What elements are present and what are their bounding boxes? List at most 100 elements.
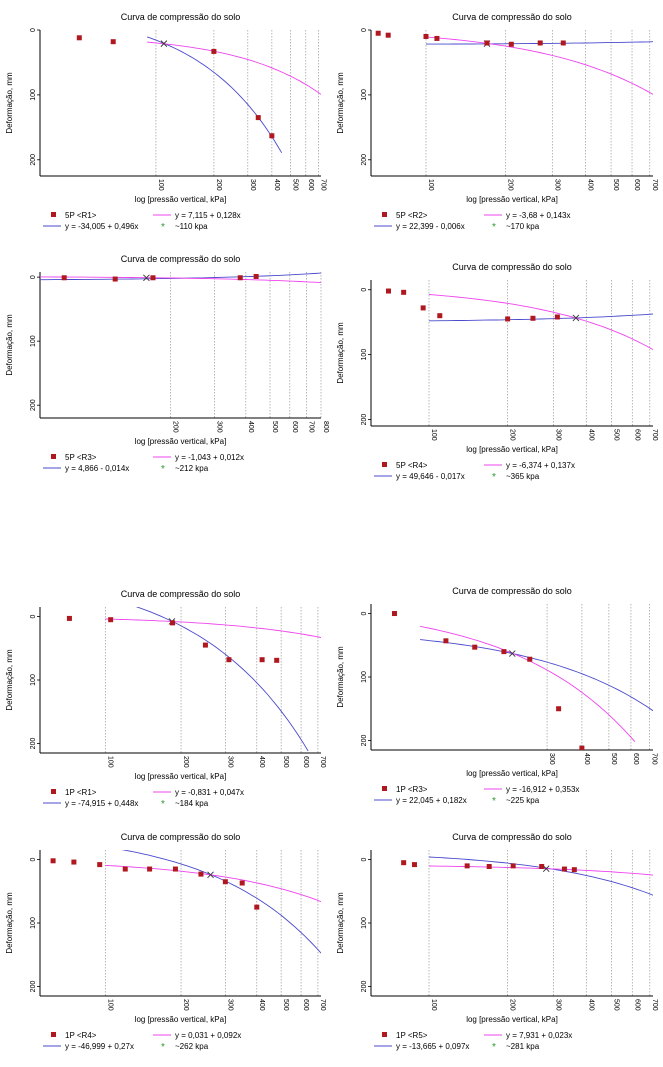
legend-line-low: y = -34,005 + 0,496x [65,222,138,231]
data-point [211,48,217,54]
y-axis-label: Deformação, mm [5,72,14,134]
data-point [401,860,407,866]
x-axis-label: log [pressão vertical, kPa] [135,772,227,781]
legend-points: 1P <R4> [65,1031,97,1040]
data-point [411,862,417,868]
x-tick-label: 100 [106,756,113,768]
x-tick-label: 500 [282,756,289,768]
legend-point-swatch [51,212,56,217]
chart-title: Curva de compressão do solo [452,586,572,596]
legend-intersection-swatch: * [161,799,165,810]
x-tick-label: 400 [587,999,594,1011]
x-tick-label: 700 [308,421,315,433]
data-point [274,657,280,663]
x-tick-label: 200 [172,421,179,433]
data-point [472,644,478,650]
x-tick-label: 600 [307,179,314,191]
intersection-marker [160,40,168,47]
legend-intersection-swatch: * [492,796,496,807]
legend-line-low: y = 22,045 + 0,182x [396,796,467,805]
data-point [97,862,103,868]
legend-points: 5P <R1> [65,211,97,220]
legend-points: 1P <R3> [396,785,428,794]
intersection-marker [542,865,550,872]
data-point [253,273,259,279]
legend-line-low: y = 4,866 - 0,014x [65,464,129,473]
data-point [401,289,407,295]
regression-line-high [105,864,321,903]
plot-area [50,850,321,954]
y-tick-label: 100 [30,89,37,101]
data-point [505,316,511,322]
data-point [108,617,114,623]
data-point [561,866,567,872]
y-tick-label: 100 [361,917,368,929]
data-point [237,275,243,281]
x-tick-label: 300 [548,753,555,765]
data-point [527,656,533,662]
data-point [579,745,585,750]
x-tick-label: 200 [507,179,514,191]
data-point [71,859,77,865]
x-tick-label: 100 [430,429,437,441]
x-axis-label: log [pressão vertical, kPa] [135,195,227,204]
regression-line-low [428,856,653,896]
data-point [571,867,577,873]
x-tick-label: 400 [258,999,265,1011]
x-tick-label: 400 [247,421,254,433]
y-tick-label: 200 [361,735,368,747]
x-tick-label: 300 [249,179,256,191]
y-tick-label: 200 [361,981,368,993]
x-tick-label: 300 [216,421,223,433]
data-point [508,41,514,47]
y-tick-label: 0 [361,28,368,32]
legend-intersection: ~225 kpa [506,796,540,805]
legend-line-high: y = -6,374 + 0,137x [506,461,575,470]
x-tick-label: 700 [651,429,658,441]
y-tick-label: 100 [361,671,368,683]
x-tick-label: 600 [633,999,640,1011]
legend-point-swatch [382,1032,387,1037]
legend-point-swatch [51,789,56,794]
data-point [170,620,176,626]
chart-5p-r3: Curva de compressão do solo 200 300 400 500 6… [5,254,329,475]
regression-line-high [425,36,653,95]
legend-intersection: ~170 kpa [506,222,540,231]
y-tick-label: 200 [361,154,368,166]
x-axis-label: log [pressão vertical, kPa] [466,195,558,204]
data-point [434,35,440,41]
x-tick-label: 700 [319,756,326,768]
data-point [486,864,492,870]
legend-points: 5P <R3> [65,453,97,462]
x-tick-label: 400 [587,429,594,441]
y-tick-label: 0 [30,614,37,618]
x-axis-label: log [pressão vertical, kPa] [466,769,558,778]
x-tick-label: 400 [586,179,593,191]
legend-points: 5P <R2> [396,211,428,220]
data-point [198,871,204,877]
x-axis-label: log [pressão vertical, kPa] [135,1015,227,1024]
data-point [391,611,397,617]
data-point [420,305,426,311]
data-point [423,33,429,39]
chart-title: Curva de compressão do solo [452,262,572,272]
legend-line-high: y = -16,912 + 0,353x [506,785,579,794]
y-tick-label: 200 [361,414,368,426]
data-point [254,904,260,910]
data-point [560,40,566,46]
legend-intersection-swatch: * [161,1042,165,1053]
data-point [510,863,516,869]
data-point [375,30,381,36]
data-point [443,638,449,644]
x-tick-label: 600 [632,753,639,765]
x-tick-label: 100 [106,999,113,1011]
x-tick-label: 200 [215,179,222,191]
intersection-marker [508,650,516,657]
x-tick-label: 400 [258,756,265,768]
chart-5p-r1: Curva de compressão do solo 100 200 300 400 5… [5,12,327,233]
chart-title: Curva de compressão do solo [121,254,241,264]
legend-line-high: y = -0,831 + 0,047x [175,788,244,797]
legend-intersection: ~212 kpa [175,464,209,473]
legend-intersection-swatch: * [492,472,496,483]
legend-intersection-swatch: * [492,1042,496,1053]
